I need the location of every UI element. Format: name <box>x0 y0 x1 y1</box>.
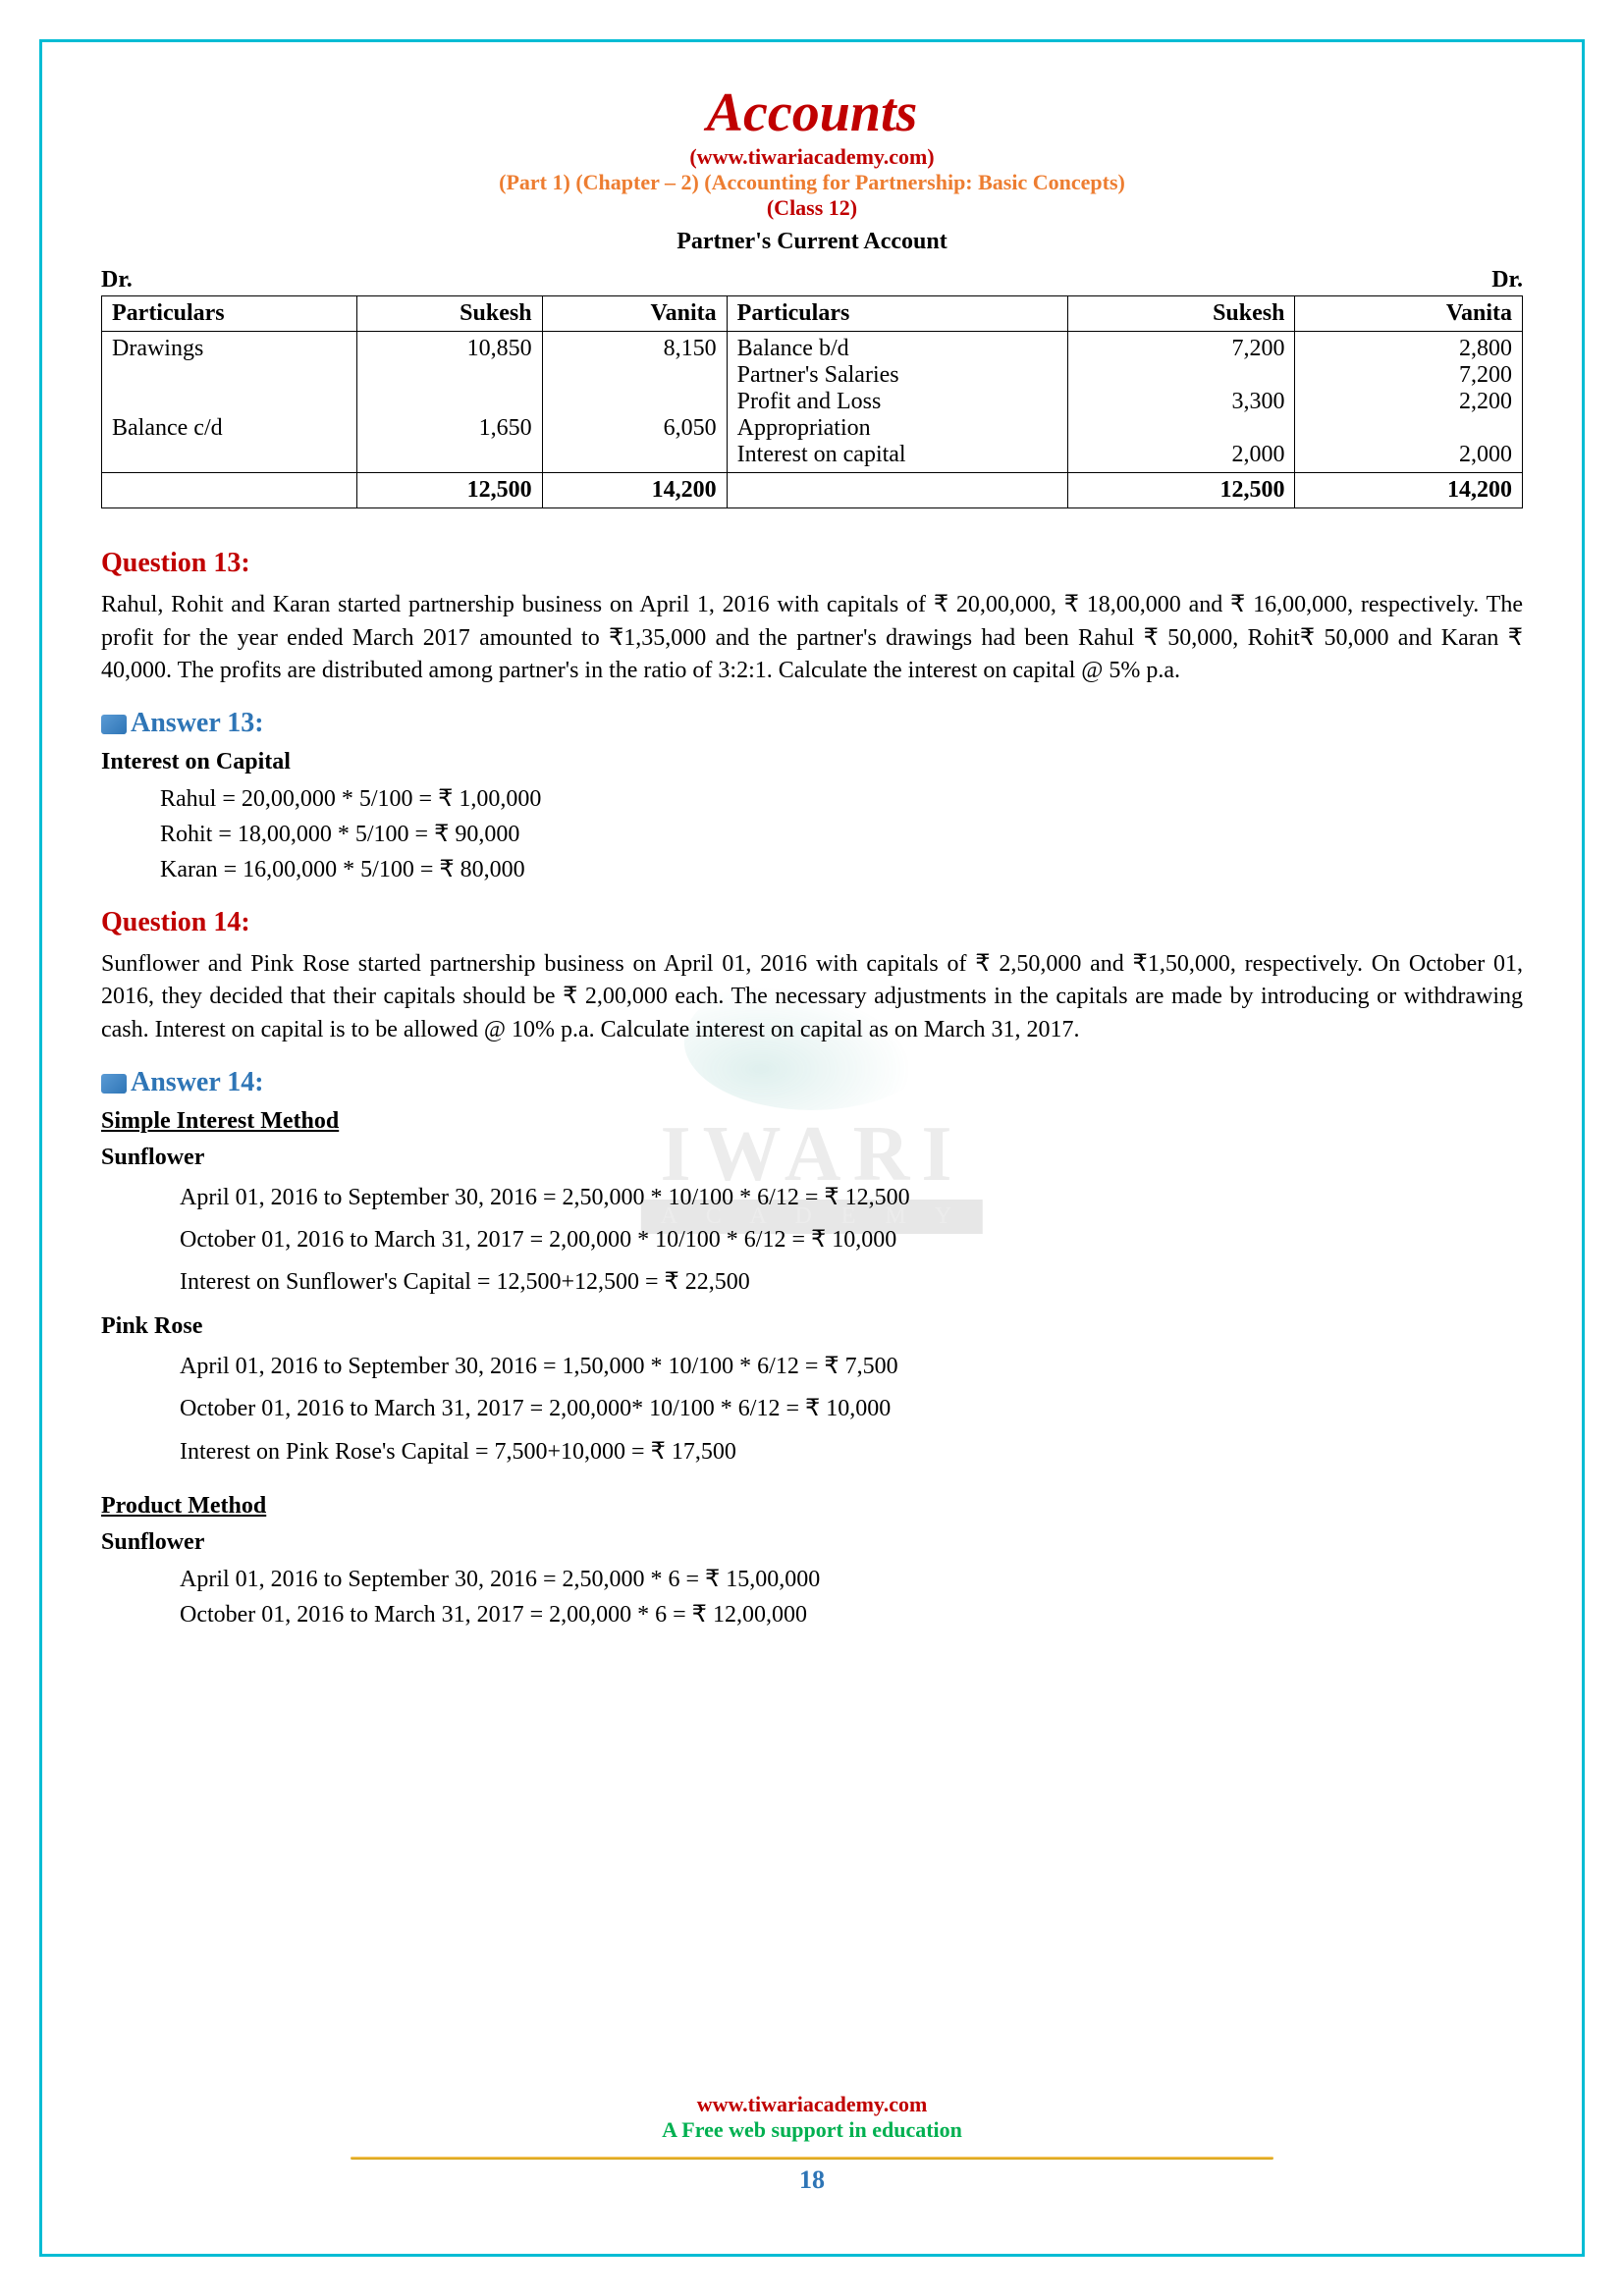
total-pr <box>727 473 1067 508</box>
cell-vr-4: 2,000 <box>1305 442 1512 468</box>
q13-line-2: Rohit = 18,00,000 * 5/100 = ₹ 90,000 <box>160 817 1523 852</box>
q13-line-1: Rahul = 20,00,000 * 5/100 = ₹ 1,00,000 <box>160 781 1523 817</box>
header-class: (Class 12) <box>101 195 1523 221</box>
cell-sl-0: 10,850 <box>367 336 531 362</box>
page-header: Accounts (www.tiwariacademy.com) (Part 1… <box>101 81 1523 255</box>
table-total-row: 12,500 14,200 12,500 14,200 <box>102 473 1523 508</box>
pinkrose-heading: Pink Rose <box>101 1313 1523 1340</box>
dr-right: Dr. <box>1491 267 1523 294</box>
dr-row: Dr. Dr. <box>101 267 1523 294</box>
answer-icon <box>101 715 127 734</box>
cell-pr-0: Balance b/d <box>737 336 1057 362</box>
q14-sf-l3: Interest on Sunflower's Capital = 12,500… <box>180 1261 1523 1304</box>
total-vl: 14,200 <box>542 473 727 508</box>
page-border: IWARI A C A D E M Y Accounts (www.tiwari… <box>39 39 1585 2257</box>
total-sl: 12,500 <box>357 473 542 508</box>
simple-interest-method-heading: Simple Interest Method <box>101 1108 1523 1135</box>
th-particulars-l: Particulars <box>102 296 357 332</box>
content-area: Accounts (www.tiwariacademy.com) (Part 1… <box>101 81 1523 1632</box>
cell-sr-0: 7,200 <box>1078 336 1285 362</box>
th-vanita-r: Vanita <box>1295 296 1523 332</box>
total-sr: 12,500 <box>1067 473 1295 508</box>
cell-pr-4: Interest on capital <box>737 442 1057 468</box>
footer-website: www.tiwariacademy.com <box>42 2092 1582 2117</box>
header-website: (www.tiwariacademy.com) <box>101 144 1523 170</box>
product-method-heading: Product Method <box>101 1493 1523 1520</box>
question-14-heading: Question 14: <box>101 907 1523 938</box>
cell-pr-3: Appropriation <box>737 415 1057 442</box>
q14-pr-l2: October 01, 2016 to March 31, 2017 = 2,0… <box>180 1388 1523 1430</box>
current-account-table: Particulars Sukesh Vanita Particulars Su… <box>101 295 1523 508</box>
question-13-text: Rahul, Rohit and Karan started partnersh… <box>101 589 1523 688</box>
q14-pr-l1: April 01, 2016 to September 30, 2016 = 1… <box>180 1346 1523 1388</box>
table-title: Partner's Current Account <box>101 229 1523 255</box>
interest-on-capital-heading: Interest on Capital <box>101 749 1523 775</box>
cell-sr-2: 3,300 <box>1078 389 1285 415</box>
answer-14-label: Answer 14: <box>131 1067 264 1097</box>
q14-sf-l1: April 01, 2016 to September 30, 2016 = 2… <box>180 1177 1523 1219</box>
answer-13-heading: Answer 13: <box>101 708 1523 739</box>
cell-sl-3: 1,650 <box>367 415 531 442</box>
cell-sr-4: 2,000 <box>1078 442 1285 468</box>
sunflower-heading: Sunflower <box>101 1145 1523 1171</box>
table-header-row: Particulars Sukesh Vanita Particulars Su… <box>102 296 1523 332</box>
th-particulars-r: Particulars <box>727 296 1067 332</box>
q14-pr-l3: Interest on Pink Rose's Capital = 7,500+… <box>180 1431 1523 1473</box>
question-14-text: Sunflower and Pink Rose started partners… <box>101 948 1523 1047</box>
q14-sf-l2: October 01, 2016 to March 31, 2017 = 2,0… <box>180 1219 1523 1261</box>
cell-vl-0: 8,150 <box>553 336 717 362</box>
cell-vr-0: 2,800 <box>1305 336 1512 362</box>
cell-pl-0: Drawings <box>112 336 347 362</box>
total-vr: 14,200 <box>1295 473 1523 508</box>
page-number: 18 <box>42 2165 1582 2195</box>
cell-pl-3: Balance c/d <box>112 415 347 442</box>
total-pl <box>102 473 357 508</box>
answer-14-heading: Answer 14: <box>101 1067 1523 1098</box>
cell-vl-3: 6,050 <box>553 415 717 442</box>
th-vanita-l: Vanita <box>542 296 727 332</box>
q14-sf2-l1: April 01, 2016 to September 30, 2016 = 2… <box>180 1562 1523 1597</box>
th-sukesh-r: Sukesh <box>1067 296 1295 332</box>
main-title: Accounts <box>101 81 1523 144</box>
dr-left: Dr. <box>101 267 133 294</box>
cell-pr-1: Partner's Salaries <box>737 362 1057 389</box>
th-sukesh-l: Sukesh <box>357 296 542 332</box>
footer-tagline: A Free web support in education <box>42 2117 1582 2143</box>
sunflower-heading-2: Sunflower <box>101 1529 1523 1556</box>
q14-sf2-l2: October 01, 2016 to March 31, 2017 = 2,0… <box>180 1597 1523 1632</box>
cell-vr-2: 2,200 <box>1305 389 1512 415</box>
q13-line-3: Karan = 16,00,000 * 5/100 = ₹ 80,000 <box>160 852 1523 887</box>
page-footer: www.tiwariacademy.com A Free web support… <box>42 2092 1582 2195</box>
question-13-heading: Question 13: <box>101 548 1523 579</box>
answer-13-label: Answer 13: <box>131 708 264 738</box>
footer-divider <box>351 2157 1274 2160</box>
cell-vr-1: 7,200 <box>1305 362 1512 389</box>
answer-icon <box>101 1074 127 1094</box>
cell-pr-2: Profit and Loss <box>737 389 1057 415</box>
header-chapter: (Part 1) (Chapter – 2) (Accounting for P… <box>101 170 1523 195</box>
